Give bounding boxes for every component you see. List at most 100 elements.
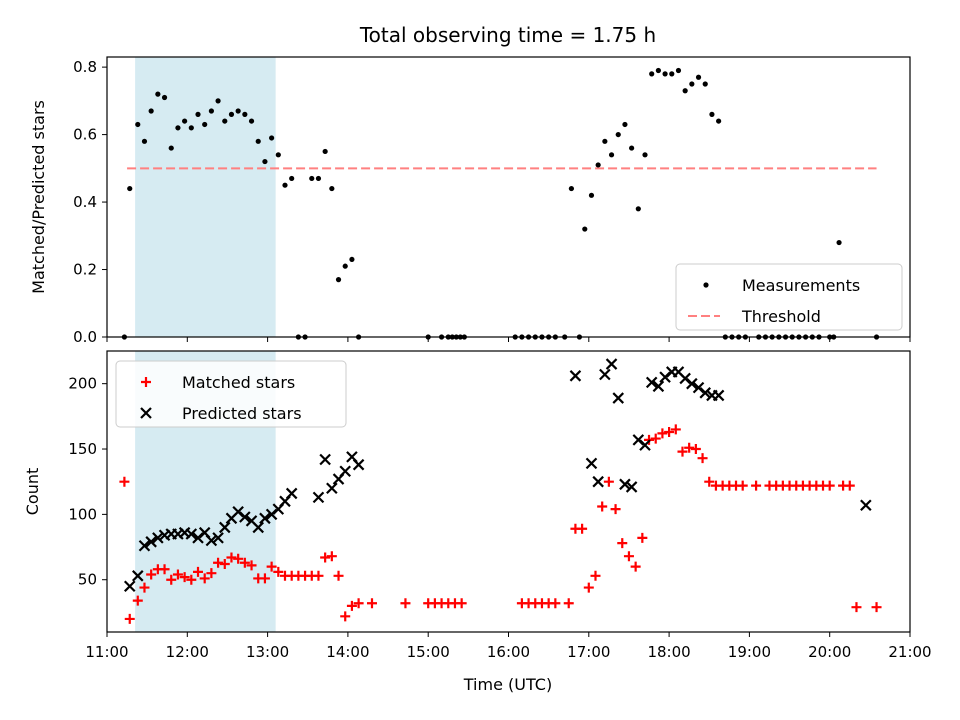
matched-star-point [233, 553, 244, 564]
predicted-star-point [699, 387, 712, 399]
measurement-point [315, 175, 322, 182]
matched-star-point [353, 598, 364, 609]
matched-star-point [623, 551, 634, 562]
legend-marker-measurements [703, 282, 709, 288]
predicted-star-point [585, 457, 598, 470]
x-tick-label: 11:00 [85, 643, 128, 661]
y-tick-label: 100 [68, 505, 97, 523]
matched-star-point [751, 480, 762, 491]
measurement-point [329, 185, 335, 192]
ratio-panel: 0.0 0.2 0.4 0.6 0.8 Matched/Predicted stars Me… [29, 56, 911, 346]
predicted-star-point [712, 389, 725, 402]
predicted-star-point [239, 511, 251, 523]
matched-star-point [159, 564, 170, 575]
predicted-star-point [123, 580, 136, 593]
matched-star-point [577, 523, 588, 534]
matched-star-point [400, 598, 411, 609]
x-tick-label: 16:00 [487, 643, 530, 661]
matched-star-point [610, 504, 621, 515]
predicted-star-point [569, 370, 582, 382]
legend-label: Matched stars [182, 373, 295, 392]
y-tick-label: 0.2 [73, 261, 97, 279]
matched-star-point [704, 476, 715, 487]
measurement-point [208, 108, 214, 114]
predicted-star-point [205, 534, 218, 547]
measurement-point [649, 71, 655, 77]
measurement-point [289, 175, 295, 182]
predicted-star-point [259, 512, 271, 525]
predicted-star-point [132, 570, 144, 582]
matched-star-point [259, 573, 270, 584]
measurement-point [349, 256, 355, 263]
matched-star-point [697, 453, 708, 464]
measurement-point [275, 152, 281, 158]
matched-star-point [219, 559, 230, 570]
y-axis-label: Matched/Predicted stars [29, 100, 48, 294]
matched-star-point [226, 552, 237, 563]
matched-star-point [664, 427, 675, 438]
legend-label: Measurements [742, 276, 860, 295]
matched-star-point [146, 569, 157, 580]
predicted-star-point [339, 465, 352, 478]
matched-star-point [550, 598, 561, 609]
measurement-point [135, 121, 141, 128]
matched-star-point [617, 538, 628, 549]
measurement-point [669, 71, 675, 77]
predicted-star-point [185, 528, 198, 540]
measurement-point [202, 121, 208, 128]
matched-star-point [139, 582, 150, 593]
y-tick-label: 0.0 [73, 328, 97, 346]
predicted-star-point [252, 521, 265, 534]
matched-star-point [844, 480, 855, 491]
y-tick-label: 0.6 [73, 126, 97, 144]
matched-star-point [166, 574, 177, 585]
measurement-point [588, 192, 595, 198]
measurement-point [182, 118, 188, 124]
y-tick-label: 50 [78, 571, 97, 589]
matched-star-point [199, 573, 210, 584]
predicted-star-point [138, 539, 151, 552]
measurement-point [635, 206, 641, 212]
x-tick-label: 21:00 [888, 643, 931, 661]
measurement-point [615, 131, 621, 138]
matched-star-point [186, 574, 197, 585]
predicted-star-point [625, 481, 638, 493]
x-tick-label: 20:00 [808, 643, 851, 661]
matched-star-point [583, 582, 594, 593]
legend-label: Threshold [741, 307, 821, 326]
matched-star-point [650, 433, 661, 444]
matched-star-point [193, 566, 204, 577]
matched-star-point [340, 611, 351, 622]
predicted-star-point [319, 453, 331, 466]
measurement-point [161, 94, 168, 101]
measurement-point [608, 152, 615, 158]
matched-star-point [563, 598, 574, 609]
measurement-point [695, 74, 702, 80]
predicted-star-point [152, 532, 164, 544]
measurement-point [148, 108, 154, 114]
measurement-point [269, 135, 275, 141]
matched-star-point [603, 476, 614, 487]
measurement-point [682, 88, 688, 94]
measurement-point [242, 111, 248, 117]
predicted-star-point [312, 491, 325, 504]
predicted-star-point [352, 458, 365, 471]
matched-star-point [124, 613, 135, 624]
matched-star-point [677, 446, 688, 457]
measurement-point [282, 182, 288, 188]
matched-star-point [266, 561, 277, 572]
measurement-point [582, 226, 588, 232]
measurement-point [709, 111, 715, 117]
measurement-point [655, 67, 661, 74]
matched-star-point [637, 532, 648, 543]
y-tick-label: 150 [68, 440, 97, 458]
predicted-star-point [212, 532, 224, 544]
measurement-point [335, 277, 342, 283]
x-tick-label: 17:00 [567, 643, 610, 661]
matched-star-point [313, 570, 324, 581]
measurement-point [248, 118, 255, 124]
predicted-star-point [639, 439, 651, 451]
measurement-point [675, 67, 682, 74]
measurement-point [689, 81, 695, 87]
